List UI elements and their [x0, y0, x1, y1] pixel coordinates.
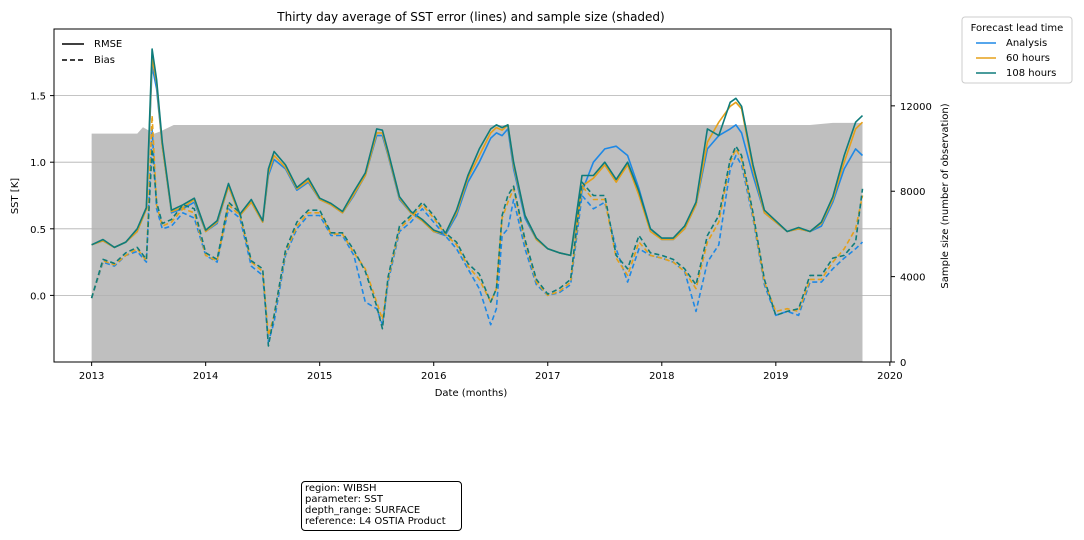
info-parameter: parameter: SST [305, 494, 383, 505]
series-legend: Forecast lead time Analysis 60 hours 108… [961, 16, 1073, 84]
sample-size-area-layer [91, 122, 863, 362]
y2-tick-label: 4000 [900, 273, 925, 284]
108-hours-bias-line [90, 145, 864, 347]
x-tick-label: 2016 [421, 371, 446, 382]
y-tick-label: 1.5 [30, 92, 46, 103]
x-tick-label: 2020 [877, 371, 902, 382]
info-reference: reference: L4 OSTIA Product [305, 516, 446, 527]
chart-title: Thirty day average of SST error (lines) … [276, 10, 664, 24]
legend-bias-label: Bias [94, 55, 115, 66]
sample-size-area [91, 122, 863, 362]
style-legend: RMSE Bias [62, 39, 122, 66]
y-axis-label: SST [K] [10, 178, 21, 214]
y2-tick-label: 8000 [900, 187, 925, 198]
y-tick-label: 0.5 [30, 225, 46, 236]
x-tick-label: 2013 [79, 371, 104, 382]
x-tick-label: 2014 [193, 371, 218, 382]
legend-60-hours-label: 60 hours [1006, 53, 1050, 64]
x-tick-label: 2017 [535, 371, 560, 382]
legend-rmse-label: RMSE [94, 39, 122, 50]
y2-tick-label: 0 [900, 358, 906, 369]
x-tick-label: 2019 [763, 371, 788, 382]
y2-axis-label: Sample size (number of observation) [940, 103, 951, 288]
legend-108-hours-label: 108 hours [1006, 68, 1056, 79]
series-lines-layer [90, 48, 864, 347]
info-depth-range: depth_range: SURFACE [305, 505, 421, 516]
axis-layer: 2013 2014 2015 2016 2017 2018 2019 2020 0.0 0.5 1.… [30, 92, 932, 382]
60-hours-rmse-line [91, 57, 864, 257]
series-legend-title: Forecast lead time [971, 23, 1064, 34]
x-axis-label: Date (months) [435, 388, 508, 399]
y-tick-label: 1.0 [30, 158, 46, 169]
y-tick-label: 0.0 [30, 291, 46, 302]
info-region: region: WIBSH [305, 483, 377, 494]
x-tick-label: 2018 [649, 371, 674, 382]
y2-tick-label: 12000 [900, 102, 932, 113]
legend-analysis-label: Analysis [1006, 38, 1047, 49]
x-tick-label: 2015 [307, 371, 332, 382]
108-hours-rmse-line [91, 48, 864, 257]
series-legend-box [961, 16, 1073, 84]
plot-frame [53, 28, 892, 363]
60-hours-bias-line [90, 114, 864, 337]
metadata-info-box: region: WIBSH parameter: SST depth_range… [301, 481, 462, 531]
